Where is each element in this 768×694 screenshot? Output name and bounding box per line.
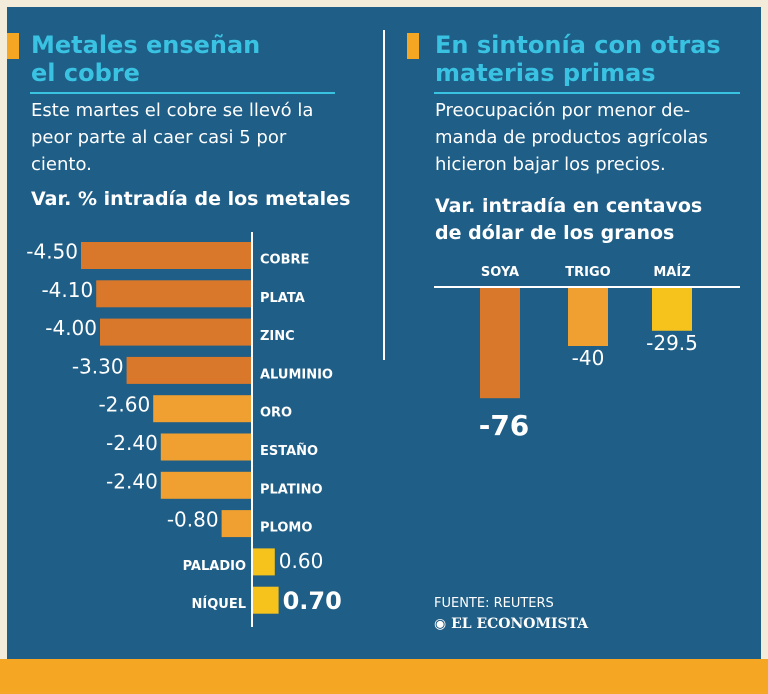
left-title-line1: Metales enseñan bbox=[31, 31, 261, 59]
metal-category-label-9: NÍQUEL bbox=[192, 596, 247, 612]
left-desc-line3: ciento. bbox=[31, 154, 92, 175]
brand-logo: ◉ EL ECONOMISTA bbox=[434, 616, 589, 632]
grain-category-label-2: MAÍZ bbox=[653, 264, 690, 280]
metal-bar-2 bbox=[100, 318, 252, 346]
metal-value-label-1: -4.10 bbox=[41, 278, 93, 302]
metal-value-label-4: -2.60 bbox=[98, 393, 150, 417]
grain-bar-2 bbox=[652, 288, 692, 331]
metal-category-label-2: ZINC bbox=[260, 329, 295, 344]
right-desc-line2: manda de productos agrícolas bbox=[435, 127, 708, 148]
metal-value-label-5: -2.40 bbox=[106, 431, 158, 455]
left-title-line2: el cobre bbox=[31, 59, 140, 87]
metal-bar-0 bbox=[81, 242, 252, 269]
metal-value-label-6: -2.40 bbox=[106, 469, 158, 493]
grain-category-label-1: TRIGO bbox=[565, 265, 610, 280]
metal-bar-7 bbox=[221, 510, 252, 538]
metal-category-label-0: COBRE bbox=[260, 253, 309, 268]
grain-value-label-1: -40 bbox=[572, 346, 605, 370]
metal-bar-3 bbox=[126, 356, 252, 384]
metal-bar-6 bbox=[160, 471, 252, 499]
right-subtitle-line2: de dólar de los granos bbox=[435, 222, 675, 244]
metal-bar-4 bbox=[153, 395, 252, 423]
grain-value-label-0: -76 bbox=[479, 409, 530, 442]
metal-category-label-7: PLOMO bbox=[260, 521, 312, 536]
left-title-rule bbox=[30, 92, 335, 94]
right-subtitle-line1: Var. intradía en centavos bbox=[435, 195, 703, 217]
metal-bar-1 bbox=[96, 280, 252, 308]
metal-category-label-4: ORO bbox=[260, 406, 292, 421]
left-title: Metales enseñan el cobre bbox=[31, 31, 260, 87]
right-description: Preocupación por menor de- manda de prod… bbox=[435, 97, 708, 178]
metal-category-label-5: ESTAÑO bbox=[260, 443, 318, 459]
grain-bar-0 bbox=[480, 288, 520, 399]
left-chart-subtitle: Var. % intradía de los metales bbox=[31, 188, 351, 210]
brand-name: EL ECONOMISTA bbox=[451, 616, 589, 632]
metal-category-label-1: PLATA bbox=[260, 291, 305, 306]
grain-category-label-0: SOYA bbox=[481, 265, 519, 280]
metal-category-label-6: PLATINO bbox=[260, 482, 323, 497]
right-title-line1: En sintonía con otras bbox=[435, 31, 721, 59]
metal-bar-8 bbox=[252, 548, 275, 576]
source-note: FUENTE: REUTERS bbox=[434, 596, 554, 611]
metal-category-label-8: PALADIO bbox=[183, 559, 246, 574]
right-title-line2: materias primas bbox=[435, 59, 656, 87]
bottom-accent-bar bbox=[0, 659, 768, 694]
metal-value-label-3: -3.30 bbox=[72, 354, 124, 378]
right-title-accent bbox=[407, 33, 419, 59]
metal-value-label-8: 0.60 bbox=[279, 549, 324, 573]
right-title-rule bbox=[434, 92, 740, 94]
grain-bar-1 bbox=[568, 288, 608, 346]
metal-bar-9 bbox=[252, 586, 279, 614]
grain-value-label-2: -29.5 bbox=[646, 331, 698, 355]
metal-value-label-7: -0.80 bbox=[167, 508, 219, 532]
left-description: Este martes el cobre se llevó la peor pa… bbox=[31, 97, 313, 178]
metal-value-label-0: -4.50 bbox=[26, 240, 78, 264]
left-desc-line2: peor parte al caer casi 5 por bbox=[31, 127, 287, 148]
column-divider bbox=[383, 30, 385, 360]
metal-category-label-3: ALUMINIO bbox=[260, 367, 333, 382]
left-desc-line1: Este martes el cobre se llevó la bbox=[31, 100, 314, 121]
metal-bar-5 bbox=[160, 433, 252, 461]
left-title-accent bbox=[7, 33, 19, 59]
metal-value-label-9: 0.70 bbox=[283, 587, 342, 615]
right-desc-line1: Preocupación por menor de- bbox=[435, 100, 691, 121]
right-title: En sintonía con otras materias primas bbox=[435, 31, 721, 87]
metal-value-label-2: -4.00 bbox=[45, 316, 97, 340]
right-desc-line3: hicieron bajar los precios. bbox=[435, 154, 666, 175]
right-chart-subtitle: Var. intradía en centavos de dólar de lo… bbox=[435, 193, 702, 247]
